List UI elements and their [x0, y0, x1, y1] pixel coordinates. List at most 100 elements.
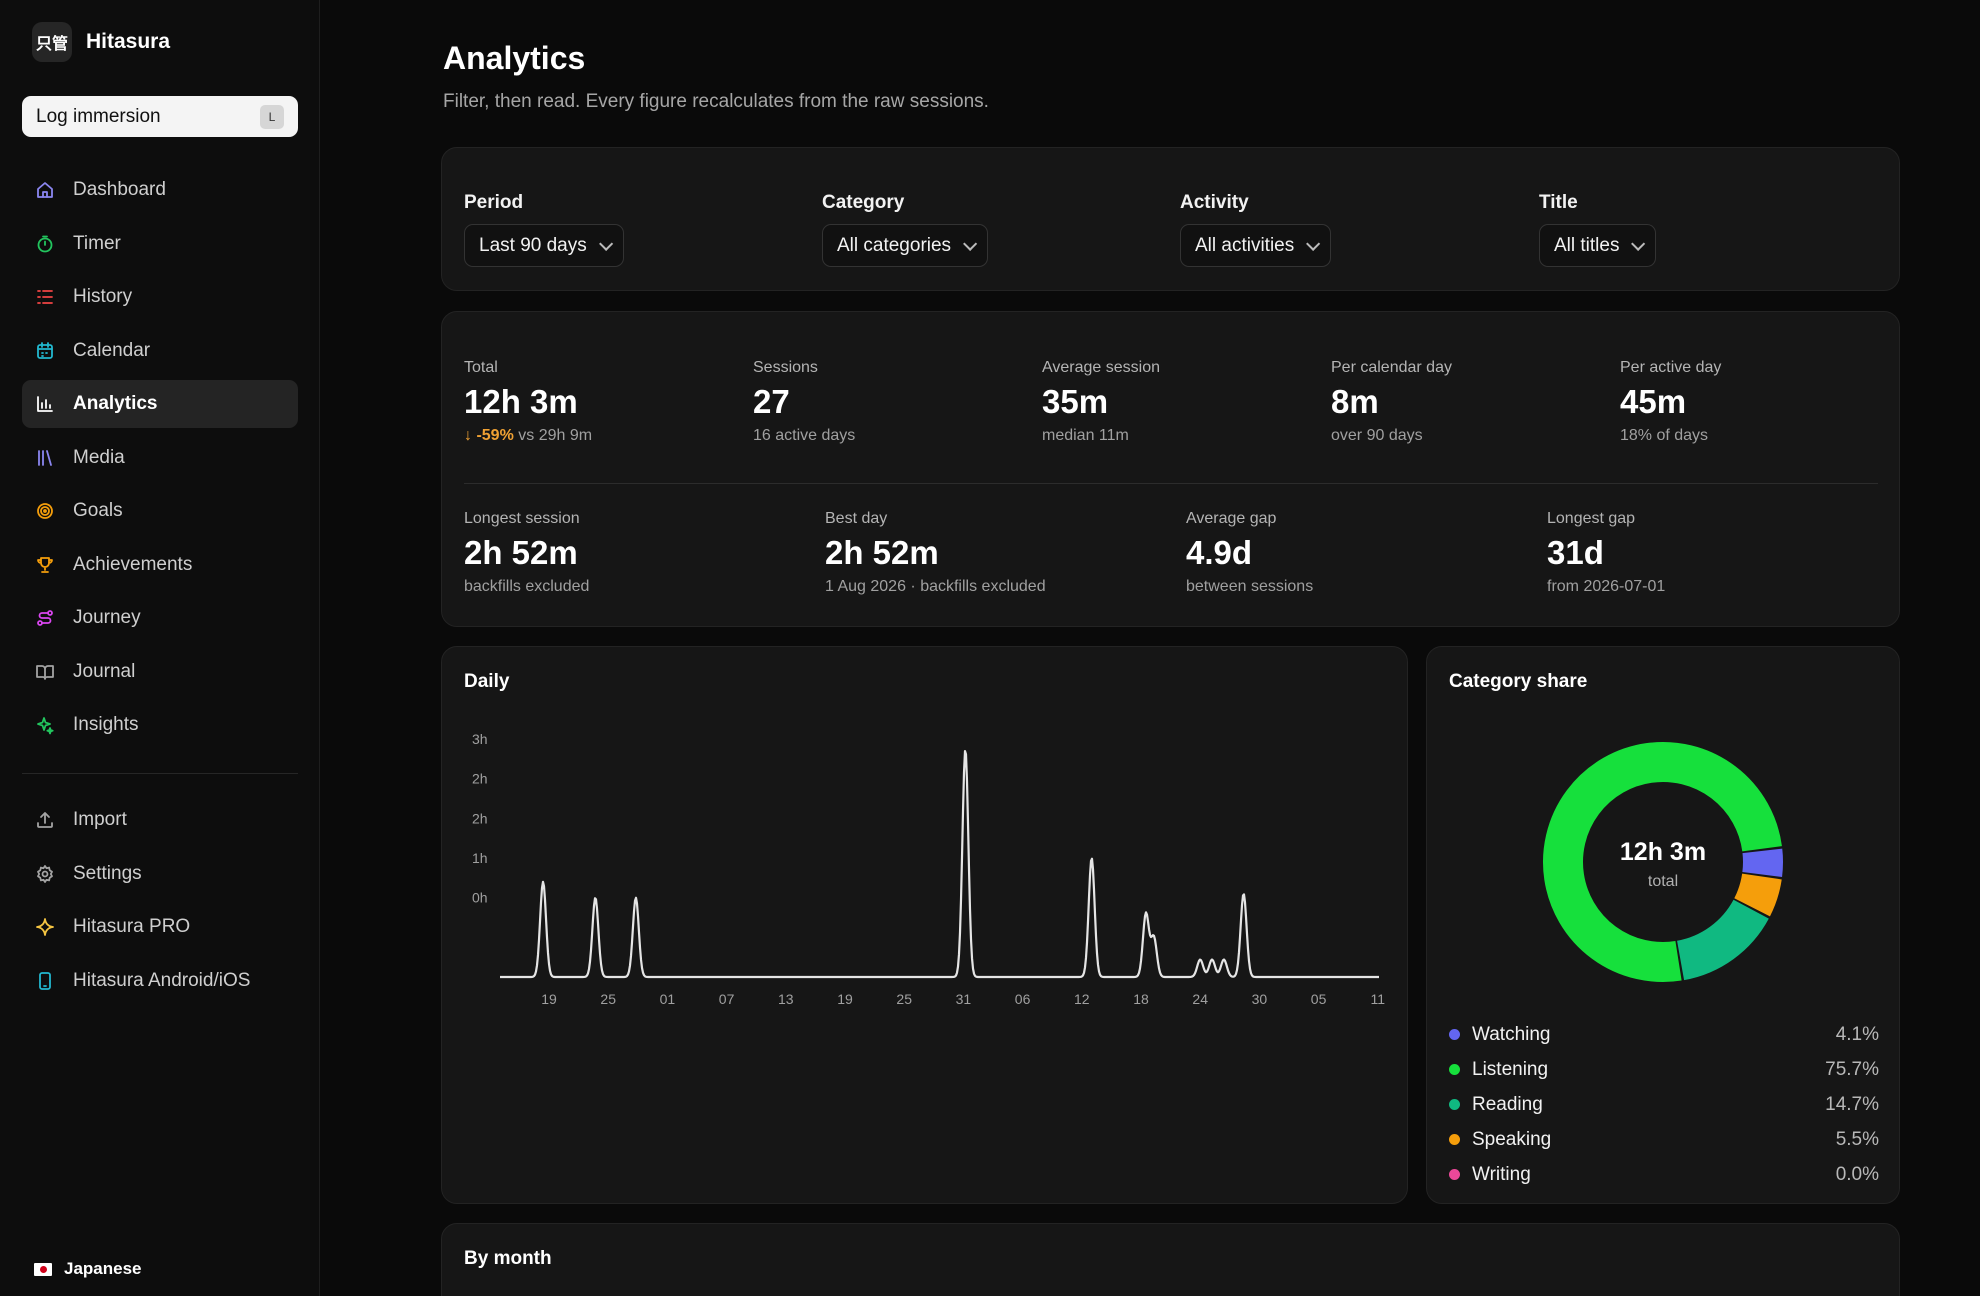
stat-label: Sessions: [753, 359, 818, 376]
title-select[interactable]: All titles: [1539, 224, 1657, 267]
category-select[interactable]: All categories: [822, 224, 989, 267]
sidebar-item-timer[interactable]: Timer: [22, 220, 298, 268]
donut-slice-listening: [1543, 742, 1782, 982]
legend-left: Reading: [1449, 1094, 1543, 1116]
donut-slice-watching: [1742, 848, 1783, 877]
sidebar-item-achievements[interactable]: Achievements: [22, 541, 298, 589]
filter-label: Activity: [1180, 192, 1249, 213]
filter-label: Period: [464, 192, 524, 213]
sidebar-item-label: Media: [73, 446, 125, 468]
library-icon: [35, 448, 55, 468]
sidebar-item-goals[interactable]: Goals: [22, 487, 298, 535]
stat-label: Longest session: [464, 510, 580, 527]
phone-icon: [35, 971, 55, 991]
sidebar-item-hitasura-pro[interactable]: Hitasura PRO: [22, 903, 298, 951]
stat-value: 2h 52m: [825, 534, 939, 571]
filter-label: Title: [1539, 192, 1578, 213]
sidebar-item-settings[interactable]: Settings: [22, 850, 298, 898]
sidebar-item-label: Settings: [73, 862, 142, 884]
stats-card: Total 12h 3m ↓ -59% vs 29h 9m Sessions 2…: [441, 311, 1900, 627]
legend-dot: [1449, 1099, 1460, 1110]
stat-note: over 90 days: [1331, 427, 1423, 444]
activity-select[interactable]: All activities: [1180, 224, 1332, 267]
by-month-card: By month: [441, 1223, 1900, 1296]
legend-dot: [1449, 1134, 1460, 1145]
x-tick-label: 19: [837, 991, 853, 1007]
legend-left: Watching: [1449, 1024, 1551, 1046]
app-logo: 只管: [32, 22, 72, 62]
legend-dot: [1449, 1064, 1460, 1075]
stat-label: Best day: [825, 510, 888, 527]
stat-value: 12h 3m: [464, 383, 578, 420]
legend-percent: 14.7%: [1825, 1093, 1879, 1115]
sidebar-item-calendar[interactable]: Calendar: [22, 327, 298, 375]
stat-longest-gap: Longest gap 31d from 2026-07-01: [1547, 510, 1665, 596]
stat-value: 8m: [1331, 383, 1379, 420]
stat-note: backfills excluded: [464, 578, 590, 595]
daily-chart-card: Daily 3h 2h 2h 1h 0h 19 25 01 07 13 19 25 31 06 12 18 24…: [441, 646, 1408, 1204]
category-donut-chart: 12h 3m total: [1543, 742, 1783, 982]
chevron-down-icon: [1306, 236, 1321, 251]
brand[interactable]: 只管 Hitasura: [32, 22, 170, 62]
legend-dot: [1449, 1169, 1460, 1180]
stat-label: Per calendar day: [1331, 359, 1452, 376]
sidebar-item-label: History: [73, 286, 133, 307]
target-icon: [35, 501, 55, 521]
legend-item-listening: Listening 75.7%: [1449, 1052, 1879, 1087]
y-tick-label: 2h: [472, 810, 488, 826]
sidebar-item-import[interactable]: Import: [22, 796, 298, 844]
sidebar-item-journey[interactable]: Journey: [22, 594, 298, 642]
sidebar-item-insights[interactable]: Insights: [22, 701, 298, 749]
arrow-down-icon: ↓: [464, 427, 472, 444]
stat-note: median 11m: [1042, 427, 1129, 444]
log-immersion-label: Log immersion: [36, 105, 161, 127]
legend-item-watching: Watching 4.1%: [1449, 1017, 1879, 1052]
stat-value: 31d: [1547, 534, 1604, 571]
route-icon: [35, 608, 55, 628]
language-label: Japanese: [64, 1259, 142, 1278]
filter-label: Category: [822, 192, 905, 213]
gear-icon: [35, 864, 55, 884]
donut-center-value: 12h 3m: [1620, 838, 1706, 866]
legend-percent: 4.1%: [1835, 1023, 1879, 1045]
category-legend: Watching 4.1% Listening 75.7% Reading 14.7% Sp…: [1449, 1017, 1879, 1192]
share-title: Category share: [1449, 671, 1588, 692]
language-selector[interactable]: Japanese: [34, 1259, 142, 1279]
page-subtitle: Filter, then read. Every figure recalcul…: [443, 91, 989, 112]
stat-label: Total: [464, 359, 498, 376]
sidebar-divider: [22, 773, 298, 774]
legend-left: Writing: [1449, 1164, 1531, 1186]
x-tick-label: 01: [660, 991, 676, 1007]
select-value: All categories: [837, 234, 952, 256]
sidebar-item-dashboard[interactable]: Dashboard: [22, 166, 298, 214]
period-select[interactable]: Last 90 days: [464, 224, 624, 267]
upload-icon: [35, 810, 55, 830]
sidebar-item-label: Hitasura PRO: [73, 916, 191, 937]
stat-label: Longest gap: [1547, 510, 1636, 527]
list-icon: [35, 287, 55, 307]
page-title: Analytics: [443, 40, 586, 76]
stat-note: 1 Aug 2026 · backfills excluded: [825, 578, 1046, 595]
stat-average-gap: Average gap 4.9d between sessions: [1186, 510, 1313, 596]
sparkles-icon: [35, 715, 55, 735]
stat-compare: vs 29h 9m: [518, 427, 593, 444]
sidebar-item-media[interactable]: Media: [22, 434, 298, 482]
stat-value: 4.9d: [1186, 534, 1253, 571]
log-immersion-button[interactable]: Log immersion L: [22, 96, 298, 137]
sidebar-item-hitasura-android-ios[interactable]: Hitasura Android/iOS: [22, 957, 298, 1005]
select-value: All activities: [1195, 234, 1295, 256]
legend-label: Reading: [1472, 1093, 1543, 1115]
stat-average-session: Average session 35m median 11m: [1042, 359, 1160, 445]
chevron-down-icon: [963, 236, 978, 251]
x-tick-label: 25: [600, 991, 616, 1007]
sidebar-item-history[interactable]: History: [22, 273, 298, 321]
select-value: Last 90 days: [479, 234, 587, 256]
filters-card: Period Last 90 days Category All categor…: [441, 147, 1900, 291]
stat-longest-session: Longest session 2h 52m backfills exclude…: [464, 510, 589, 596]
stat-total: Total 12h 3m ↓ -59% vs 29h 9m: [464, 359, 592, 445]
sidebar-item-analytics[interactable]: Analytics: [22, 380, 298, 428]
category-share-card: Category share 12h 3m total Watching 4.1% L…: [1426, 646, 1900, 1204]
sidebar-item-journal[interactable]: Journal: [22, 648, 298, 696]
stat-value: 35m: [1042, 383, 1109, 420]
legend-item-writing: Writing 0.0%: [1449, 1157, 1879, 1192]
